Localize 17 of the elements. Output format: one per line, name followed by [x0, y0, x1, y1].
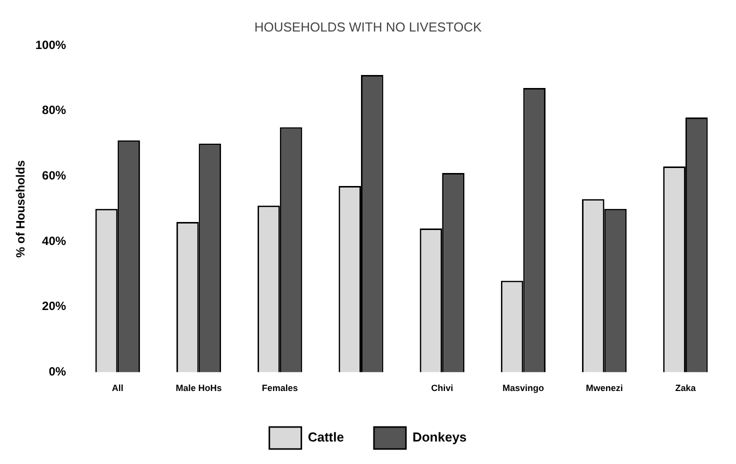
- y-tick-label: 60%: [42, 168, 66, 183]
- x-tick-label: All: [112, 383, 124, 394]
- y-tick-label: 0%: [48, 364, 66, 379]
- x-tick-label: Zaka: [675, 383, 697, 394]
- x-tick-label: Masvingo: [502, 383, 544, 394]
- legend-label: Donkeys: [412, 430, 467, 445]
- x-tick-label: Chivi: [431, 383, 454, 394]
- chart-title: HOUSEHOLDS WITH NO LIVESTOCK: [254, 19, 482, 34]
- y-tick-label: 100%: [35, 38, 66, 52]
- y-tick-label: 80%: [42, 103, 66, 118]
- legend-label: Cattle: [308, 430, 344, 445]
- y-tick-label: 20%: [42, 299, 66, 314]
- x-tick-label: Mwenezi: [586, 383, 623, 394]
- y-axis-title: % of Households: [14, 160, 28, 258]
- x-tick-label: Male HoHs: [176, 383, 222, 394]
- x-tick-label: Females: [262, 383, 298, 394]
- y-tick-label: 40%: [42, 234, 66, 248]
